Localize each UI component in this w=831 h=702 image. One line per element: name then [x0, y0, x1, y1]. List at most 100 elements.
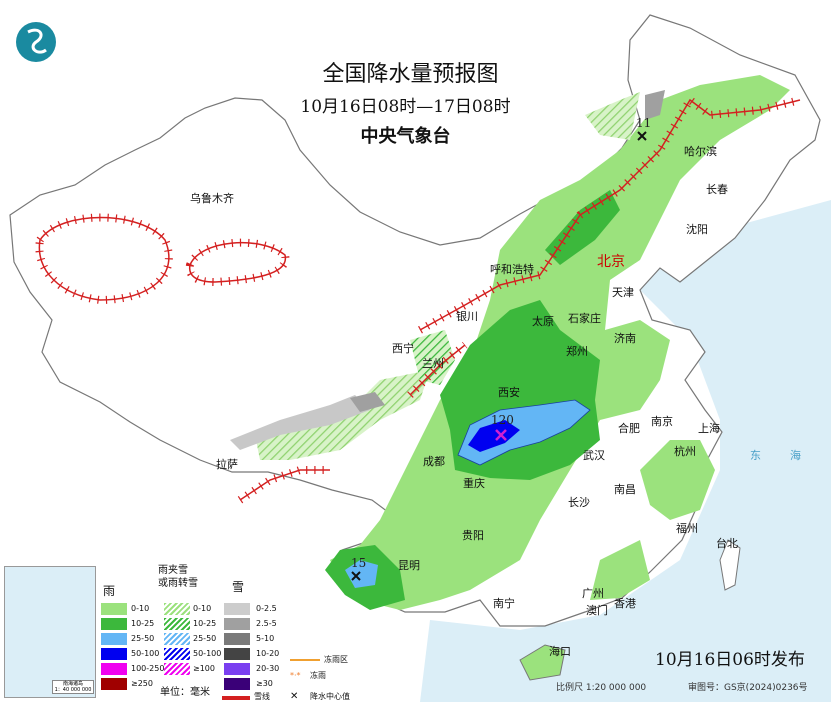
city-label: 石家庄: [568, 312, 601, 325]
legend-label-snow: ≥30: [256, 679, 273, 688]
legend-freezing-rain: 冻雨: [310, 671, 326, 680]
freezing-zone-line-icon: [290, 659, 320, 661]
legend-label-mixed: 10-25: [193, 619, 217, 628]
mixed-zone-0-10-ne: [585, 92, 640, 140]
city-label: 南昌: [614, 483, 636, 496]
snow-zone-2.5-5: [350, 392, 385, 412]
legend-label-rain: ≥250: [131, 679, 153, 688]
city-label: 杭州: [674, 445, 696, 458]
snow-line-icon: [222, 696, 250, 700]
legend-freezing-zone: 冻雨区: [324, 655, 348, 664]
legend-swatch-mixed: [164, 633, 190, 645]
legend-swatch-rain: [101, 678, 127, 690]
legend-label-mixed: 25-50: [193, 634, 217, 643]
city-label: 西安: [498, 386, 520, 399]
legend-rain-title: 雨: [103, 584, 116, 598]
city-label: 呼和浩特: [490, 263, 534, 276]
city-label: 天津: [612, 286, 634, 299]
city-label: 沈阳: [686, 223, 708, 236]
legend-swatch-rain: [101, 663, 127, 675]
rain-zone-25-50-sw: [345, 560, 378, 588]
legend: 雨 雨夹雪 或雨转雪 雪 0-10 10-25 25-50 50-100 100-250…: [0, 563, 420, 702]
map-scale: 比例尺 1:20 000 000: [556, 683, 647, 693]
legend-swatch-snow: [224, 678, 250, 690]
legend-label-rain: 50-100: [131, 649, 160, 658]
legend-swatch-rain: [101, 603, 127, 615]
legend-swatch-snow: [224, 633, 250, 645]
city-label: 银川: [456, 310, 478, 323]
legend-label-mixed: ≥100: [193, 664, 215, 673]
legend-snow-line: 雪线: [254, 692, 270, 701]
legend-swatch-snow: [224, 648, 250, 660]
legend-center-value: 降水中心值: [310, 692, 350, 701]
map-title: 全国降水量预报图: [322, 62, 499, 87]
legend-label-rain: 100-250: [131, 664, 165, 673]
city-label: 兰州: [422, 357, 444, 370]
legend-label-mixed: 0-10: [193, 604, 212, 613]
city-label: 合肥: [618, 422, 640, 435]
rain-zone-25-50: [457, 399, 591, 466]
city-label: 武汉: [583, 449, 605, 462]
sea-label: 东: [750, 449, 761, 462]
freezing-rain-icon: *·*: [290, 671, 301, 680]
legend-swatch-mixed: [164, 618, 190, 630]
taiwan-land: [719, 539, 741, 591]
legend-label-snow: 5-10: [256, 634, 275, 643]
city-label: 南宁: [493, 597, 515, 610]
city-label: 乌鲁木齐: [190, 192, 234, 205]
legend-swatch-mixed: [164, 603, 190, 615]
legend-label-snow: 0-2.5: [256, 604, 277, 613]
city-label: 贵阳: [462, 529, 484, 542]
city-label: 郑州: [566, 345, 588, 358]
center-value: 120: [491, 413, 514, 427]
city-label: 长春: [706, 183, 728, 196]
snow-lines: [35, 94, 801, 504]
rain-zone-0-10-east: [640, 440, 715, 520]
city-label: 澳门: [586, 604, 608, 617]
city-label: 哈尔滨: [684, 145, 717, 158]
review-number: 审图号：GS京(2024)0236号: [688, 683, 808, 693]
center-marker-icon: [351, 131, 647, 581]
city-label: 台北: [716, 537, 738, 550]
city-label: 海口: [549, 645, 571, 658]
center-value: 15: [351, 556, 367, 570]
city-label: 南京: [651, 415, 673, 428]
inset-note: 南海诸岛 1：40 000 000: [52, 680, 94, 694]
legend-swatch-rain: [101, 618, 127, 630]
snow-zone-0-2.5: [230, 395, 370, 450]
center-value: 11: [636, 116, 652, 130]
rain-zone-0-10-hainan: [519, 644, 566, 681]
legend-swatch-rain: [101, 633, 127, 645]
legend-label-snow: 10-20: [256, 649, 280, 658]
city-label: 昆明: [398, 559, 420, 572]
city-label: 上海: [698, 422, 720, 435]
legend-snow-title: 雪: [232, 580, 245, 594]
legend-swatch-snow: [224, 618, 250, 630]
inset-scale: 1：40 000 000: [54, 687, 92, 693]
city-label: 福州: [676, 522, 698, 535]
snow-zone-ne: [645, 90, 665, 120]
sea-label: 海: [790, 449, 801, 462]
city-label: 重庆: [463, 477, 485, 490]
legend-label-rain: 0-10: [131, 604, 150, 613]
city-label: 济南: [614, 332, 636, 345]
center-marker-icon: [495, 429, 507, 441]
city-label: 北京: [597, 254, 625, 270]
rain-zone-10-25-north: [545, 190, 620, 265]
city-label: 广州: [582, 587, 604, 600]
city-label: 长沙: [568, 496, 590, 509]
city-label: 拉萨: [216, 458, 238, 471]
city-label: 成都: [423, 455, 445, 468]
legend-label-snow: 20-30: [256, 664, 280, 673]
legend-unit: 单位：毫米: [160, 687, 210, 698]
legend-swatch-snow: [224, 663, 250, 675]
issue-time: 10月16日06时发布: [655, 650, 805, 670]
legend-label-rain: 10-25: [131, 619, 155, 628]
legend-swatch-snow: [224, 603, 250, 615]
south-china-sea-inset: [4, 566, 96, 698]
cma-logo: [16, 22, 56, 62]
city-label: 太原: [532, 315, 554, 328]
rain-zone-50-100: [468, 420, 520, 452]
city-label: 香港: [614, 597, 636, 610]
